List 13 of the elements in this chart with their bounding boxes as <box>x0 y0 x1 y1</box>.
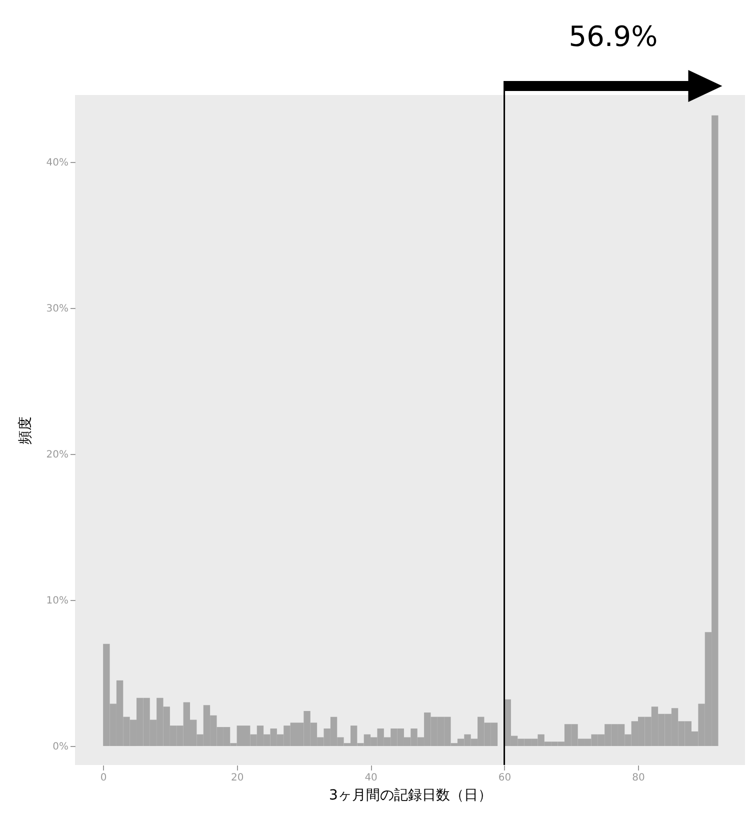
x-tick-label: 80 <box>632 772 645 784</box>
x-tick-label: 0 <box>100 772 107 784</box>
y-tick-label: 10% <box>46 596 68 607</box>
y-tick-label: 0% <box>52 742 68 753</box>
x-tick-label: 60 <box>498 772 512 784</box>
x-axis-title: 3ヶ月間の記録日数（日） <box>329 788 492 804</box>
y-tick-label: 20% <box>46 450 68 461</box>
x-tick-label: 20 <box>230 772 244 784</box>
y-tick-label: 40% <box>46 158 68 169</box>
text: 56.9% <box>568 20 658 53</box>
y-axis-title: 頻度 <box>17 416 34 444</box>
x-tick-label: 40 <box>364 772 378 784</box>
y-tick-label: 30% <box>46 304 68 315</box>
